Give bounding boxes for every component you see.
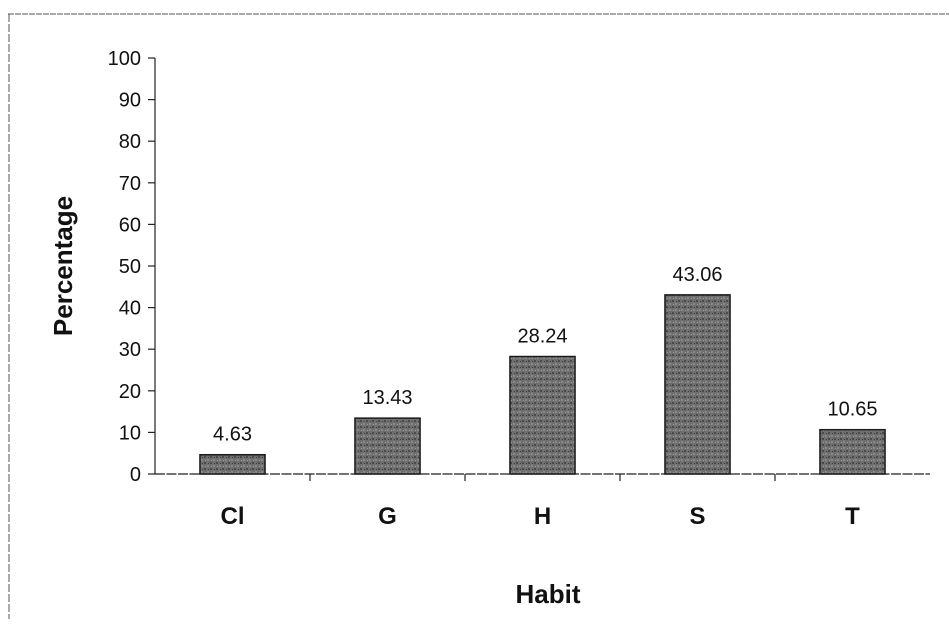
y-tick-label: 50 xyxy=(119,256,141,278)
y-tick-label: 10 xyxy=(119,422,141,444)
x-tick-label-g: G xyxy=(378,503,397,530)
x-tick-label-h: H xyxy=(534,503,551,530)
data-label-g: 13.43 xyxy=(362,387,412,409)
y-tick-label: 80 xyxy=(119,131,141,153)
y-axis-title: Percentage xyxy=(48,196,78,336)
y-tick-label: 0 xyxy=(130,464,141,486)
bar-h xyxy=(509,355,576,475)
y-tick-label: 60 xyxy=(119,214,141,236)
y-tick-label: 70 xyxy=(119,173,141,195)
y-tick-label: 100 xyxy=(108,48,141,70)
bar-t xyxy=(819,428,886,475)
x-tick-label-t: T xyxy=(845,503,860,530)
y-tick-label: 30 xyxy=(119,339,141,361)
data-label-s: 43.06 xyxy=(672,264,722,286)
x-axis-title: Habit xyxy=(516,579,581,609)
bar-g xyxy=(354,417,421,475)
y-tick-label: 90 xyxy=(119,90,141,112)
data-label-cl: 4.63 xyxy=(213,424,252,446)
bar-cl xyxy=(199,453,266,475)
data-label-t: 10.65 xyxy=(827,399,877,421)
x-tick-label-cl: Cl xyxy=(221,503,245,530)
plot-area: 0 10 20 30 40 50 60 70 80 90 100 4.63 Cl 13.43 G 28.24 H… xyxy=(108,48,930,530)
x-tick-label-s: S xyxy=(689,503,705,530)
data-label-h: 28.24 xyxy=(517,326,567,348)
y-tick-label: 40 xyxy=(119,298,141,320)
bar-s xyxy=(664,294,731,475)
y-tick-label: 20 xyxy=(119,381,141,403)
